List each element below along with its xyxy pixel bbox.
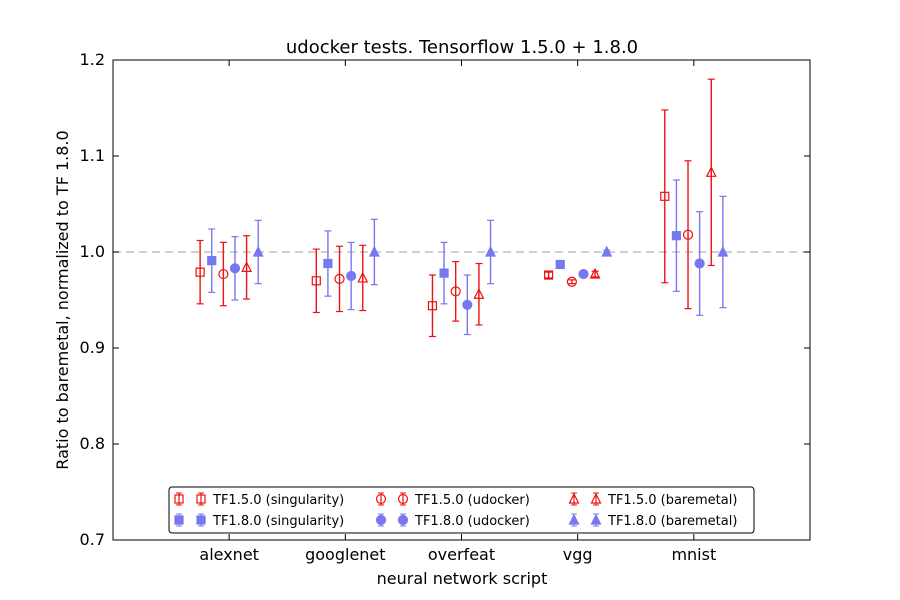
data-point: [346, 270, 357, 282]
data-point: [229, 263, 241, 274]
legend-marker: [196, 494, 206, 504]
legend-marker: [196, 515, 206, 525]
y-tick-label: 1.0: [80, 242, 105, 261]
data-point: [241, 261, 253, 272]
legend-marker: [174, 494, 184, 504]
chart-title: udocker tests. Tensorflow 1.5.0 + 1.8.0: [286, 37, 638, 58]
data-point: [694, 258, 705, 269]
legend-marker: [375, 514, 387, 526]
legend-box: [168, 486, 755, 534]
data-point: [544, 270, 554, 280]
legend-item: TF1.8.0 (baremetal): [568, 513, 737, 529]
legend-label: TF1.5.0 (singularity): [212, 493, 344, 508]
data-point: [473, 287, 485, 299]
series-3: [218, 160, 694, 322]
data-point: [705, 165, 717, 177]
legend-marker: [568, 513, 580, 525]
legend-label: TF1.8.0 (udocker): [414, 514, 530, 529]
data-point: [462, 299, 473, 310]
data-point: [555, 259, 565, 270]
plot-area: 0.7 0.8 0.9 1.0 1.1 1.2 alexnet googlenet overfe…: [80, 50, 811, 564]
legend-item: TF1.5.0 (singularity): [174, 492, 344, 508]
series-5: [241, 78, 717, 326]
data-point: [450, 286, 461, 297]
data-point: [368, 245, 380, 257]
data-point: [334, 273, 345, 284]
legend-label: TF1.5.0 (baremetal): [607, 493, 737, 508]
legend-marker: [590, 492, 602, 504]
x-tick-label: googlenet: [305, 545, 385, 564]
series-2: [207, 179, 682, 305]
series-4: [229, 211, 705, 336]
data-point: [589, 267, 601, 279]
data-point: [682, 229, 694, 240]
y-tick-label: 0.7: [80, 530, 105, 549]
legend-item: TF1.5.0 (baremetal): [568, 492, 737, 508]
data-point: [357, 271, 369, 283]
x-tick-label: overfeat: [428, 545, 495, 564]
plot-background: [113, 60, 810, 540]
legend-label: TF1.8.0 (singularity): [212, 514, 344, 529]
data-point: [427, 301, 438, 311]
x-tick-label: mnist: [671, 545, 716, 564]
y-tick-label: 0.9: [80, 338, 105, 357]
data-point: [485, 245, 497, 257]
legend-marker: [590, 513, 602, 525]
y-axis-title: Ratio to baremetal, normalized to TF 1.8…: [53, 130, 72, 469]
data-point: [439, 268, 449, 278]
data-point: [323, 258, 333, 269]
legend: TF1.5.0 (singularity) TF1.8.0 (singularit…: [168, 486, 755, 534]
legend-marker: [397, 493, 409, 505]
data-point: [717, 245, 729, 257]
legend-item: TF1.8.0 (udocker): [375, 513, 530, 529]
legend-item: TF1.8.0 (singularity): [174, 513, 344, 529]
data-point: [566, 276, 577, 287]
data-point: [311, 276, 321, 286]
x-tick-label: alexnet: [199, 545, 259, 564]
x-tick-label: vgg: [563, 545, 593, 564]
legend-label: TF1.8.0 (baremetal): [607, 514, 737, 529]
y-tick-label: 1.1: [80, 146, 105, 165]
data-point: [660, 191, 670, 201]
legend-item: TF1.5.0 (udocker): [375, 492, 530, 508]
y-tick-label: 0.8: [80, 434, 105, 453]
legend-marker: [568, 492, 580, 504]
y-tick-label: 1.2: [80, 50, 105, 69]
data-point: [252, 245, 264, 257]
x-axis-title: neural network script: [377, 569, 548, 588]
data-point: [207, 256, 217, 266]
data-point: [218, 268, 229, 280]
data-point: [195, 267, 205, 277]
series-1: [195, 109, 670, 338]
legend-marker: [375, 493, 387, 505]
legend-marker: [397, 514, 409, 526]
legend-marker: [174, 515, 184, 525]
legend-label: TF1.5.0 (udocker): [414, 493, 530, 508]
data-point: [671, 231, 682, 241]
series-6: [252, 195, 729, 309]
data-point: [578, 268, 589, 280]
data-point: [601, 245, 613, 257]
